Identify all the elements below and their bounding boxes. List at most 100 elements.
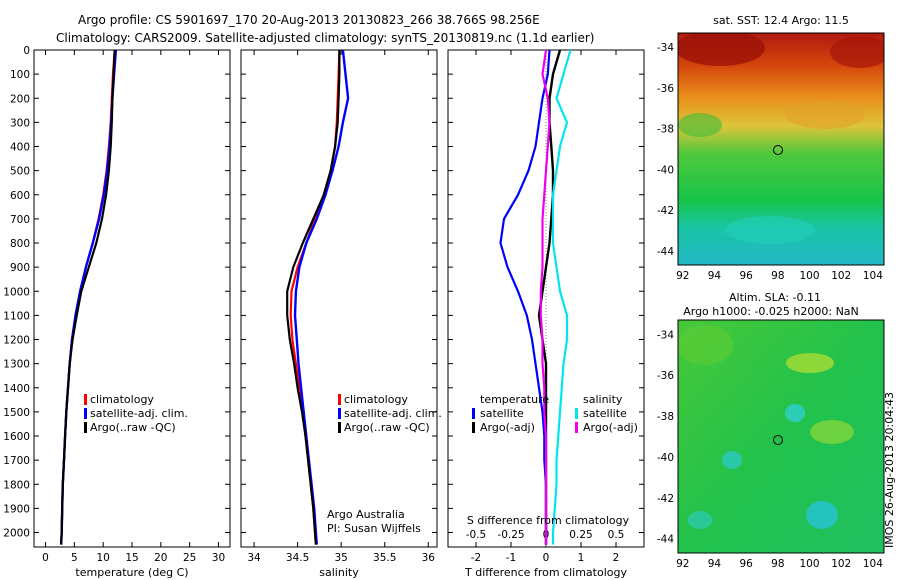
sdiff-xtick-label: -0.25 <box>497 529 524 541</box>
depth-tick-label: 1400 <box>3 383 30 395</box>
temperature-series-line <box>60 49 116 545</box>
depth-tick-label: 400 <box>10 142 30 154</box>
sdiff-xtick-label: 0.25 <box>569 529 592 541</box>
depth-tick-label: 500 <box>10 166 30 178</box>
header-line-2: Climatology: CARS2009. Satellite-adjuste… <box>56 31 594 45</box>
sla-low-patch <box>785 404 805 422</box>
sla-low-patch <box>688 511 712 529</box>
salinity-series-line <box>289 49 341 545</box>
sdiff-xtick-label: 0.5 <box>608 529 625 541</box>
argo-position-marker <box>773 145 783 155</box>
sla-map-xtick-label: 98 <box>771 558 784 570</box>
difference-series-line <box>539 49 551 545</box>
salinity-panel-frame <box>240 49 438 548</box>
footer-timestamp: IMOS 26-Aug-2013 20:04:43 <box>883 392 896 548</box>
sst-map-xtick-label: 98 <box>771 270 784 282</box>
legend-label-t-satellite: satellite <box>480 407 524 420</box>
sla-map-xtick-label: 96 <box>739 558 753 570</box>
temperature-xtick-label: 25 <box>183 552 196 564</box>
salinity-xtick-label: 34 <box>247 552 261 564</box>
difference-legend: temperature salinity satellite Argo(-adj… <box>472 393 638 434</box>
legend-swatch-t-satellite <box>472 408 475 419</box>
temperature-xtick-label: 0 <box>42 552 49 564</box>
sla-map-title: Altim. SLA: -0.11 <box>729 291 821 304</box>
salinity-series-line <box>293 49 350 545</box>
legend-swatch-climatology <box>338 394 341 405</box>
series-layer <box>59 49 572 545</box>
depth-tick-label: 100 <box>10 69 30 81</box>
temperature-xtick-label: 30 <box>212 552 225 564</box>
sla-map-frame <box>677 319 885 554</box>
legend-swatch-argo <box>338 422 341 433</box>
temperature-series-line <box>59 49 118 545</box>
sla-map-xtick-label: 104 <box>863 558 883 570</box>
header-line-1: Argo profile: CS 5901697_170 20-Aug-2013… <box>78 13 540 27</box>
depth-tick-label: 1200 <box>3 335 30 347</box>
depth-tick-label: 800 <box>10 238 30 250</box>
salinity-xtick-label: 36 <box>422 552 436 564</box>
legend-label-t-argo: Argo(-adj) <box>480 421 535 434</box>
depth-tick-label: 1700 <box>3 455 30 467</box>
depth-tick-label: 1900 <box>3 503 30 515</box>
salinity-series-line <box>286 50 341 545</box>
tick-layer: 0100200300400500600700800900100011001200… <box>3 42 883 570</box>
sst-map-xtick-label: 96 <box>739 270 753 282</box>
sst-map-ytick-label: -38 <box>657 124 674 136</box>
depth-tick-label: 200 <box>10 93 30 105</box>
sst-front-patch <box>785 101 865 129</box>
sla-high-patch <box>678 325 733 365</box>
legend-swatch-argo <box>84 422 87 433</box>
depth-tick-label: 300 <box>10 117 30 129</box>
depth-tick-label: 600 <box>10 190 30 202</box>
sst-map-xtick-label: 102 <box>831 270 851 282</box>
sst-map-ytick-label: -40 <box>657 164 674 176</box>
sla-low-patch <box>722 451 742 469</box>
depth-tick-label: 1100 <box>3 310 30 322</box>
legend-label-s-argo: Argo(-adj) <box>583 421 638 434</box>
legend-label-satellite: satellite-adj. clim. <box>344 407 442 420</box>
legend-swatch-s-satellite <box>575 408 578 419</box>
sst-map-ytick-label: -34 <box>657 42 674 54</box>
sdiff-xtick-label: -0.5 <box>466 529 487 541</box>
sla-map-ytick-label: -40 <box>657 452 674 464</box>
sla-map-ytick-label: -42 <box>657 493 674 505</box>
sst-cool-patch <box>678 113 722 137</box>
sla-low-patch <box>806 501 838 529</box>
sla-map-xtick-label: 102 <box>831 558 851 570</box>
depth-tick-label: 0 <box>23 45 30 57</box>
difference-series-line <box>551 49 572 545</box>
depth-tick-label: 1800 <box>3 479 30 491</box>
legend-swatch-satellite <box>338 408 341 419</box>
sst-map-field <box>678 33 884 265</box>
temperature-xtick-label: 20 <box>154 552 167 564</box>
legend-label-climatology: climatology <box>344 393 408 406</box>
sst-map-ytick-label: -44 <box>657 246 674 258</box>
salinity-xlabel: salinity <box>319 566 359 579</box>
difference-xtick-label: -2 <box>471 552 481 564</box>
sla-map-ytick-label: -44 <box>657 534 674 546</box>
temperature-xtick-label: 15 <box>125 552 138 564</box>
sst-cool-patch <box>725 216 815 244</box>
sst-warm-patch <box>830 36 884 68</box>
sst-map-title: sat. SST: 12.4 Argo: 11.5 <box>713 14 849 27</box>
sst-map-xtick-label: 104 <box>863 270 883 282</box>
difference-xtick-label: 0 <box>543 552 550 564</box>
salinity-legend: climatology satellite-adj. clim. Argo(..… <box>338 393 442 434</box>
difference-xtick-label: -1 <box>506 552 516 564</box>
credit-line-2: PI: Susan Wijffels <box>327 522 421 535</box>
depth-tick-label: 1000 <box>3 286 30 298</box>
legend-head-salinity: salinity <box>583 393 623 406</box>
depth-tick-label: 1600 <box>3 431 30 443</box>
sla-map-subtitle: Argo h1000: -0.025 h2000: NaN <box>683 305 859 318</box>
depth-tick-label: 900 <box>10 262 30 274</box>
sla-high-patch <box>786 353 834 373</box>
argo-position-marker <box>773 435 783 445</box>
salinity-xtick-label: 35 <box>334 552 347 564</box>
difference-xtick-label: 2 <box>613 552 620 564</box>
legend-swatch-climatology <box>84 394 87 405</box>
legend-swatch-t-argo <box>472 422 475 433</box>
legend-swatch-s-argo <box>575 422 578 433</box>
difference-xlabel: T difference from climatology <box>464 566 627 579</box>
depth-tick-label: 700 <box>10 214 30 226</box>
temperature-xlabel: temperature (deg C) <box>75 566 188 579</box>
